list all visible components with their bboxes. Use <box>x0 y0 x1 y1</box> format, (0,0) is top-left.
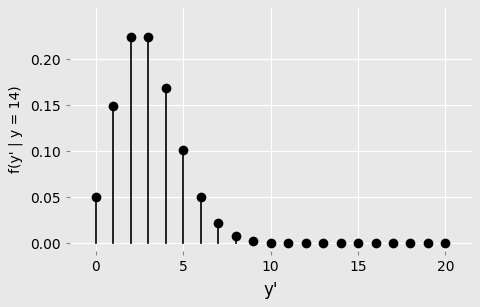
X-axis label: y': y' <box>264 281 278 299</box>
Y-axis label: f(y' | y = 14): f(y' | y = 14) <box>8 86 23 173</box>
